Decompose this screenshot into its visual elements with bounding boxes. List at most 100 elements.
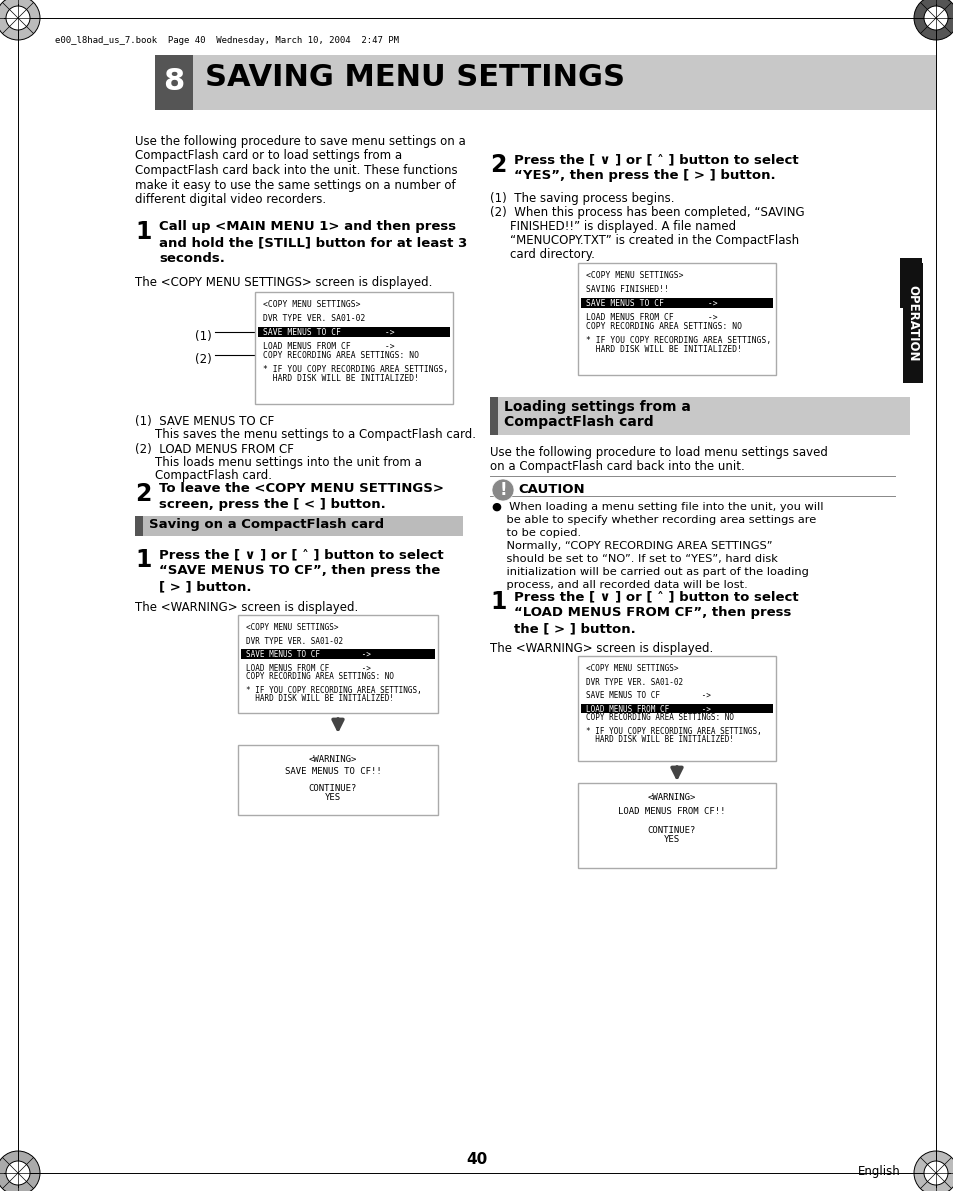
Circle shape [923,1161,947,1185]
Text: DVR TYPE VER. SA01-02: DVR TYPE VER. SA01-02 [263,314,365,323]
Circle shape [923,6,947,30]
Text: SAVE MENUS TO CF         ->: SAVE MENUS TO CF -> [263,329,395,337]
Circle shape [913,0,953,40]
Text: COPY RECORDING AREA SETTINGS: NO: COPY RECORDING AREA SETTINGS: NO [263,351,418,360]
Text: “SAVE MENUS TO CF”, then press the: “SAVE MENUS TO CF”, then press the [159,565,439,576]
Text: SAVE MENUS TO CF         ->: SAVE MENUS TO CF -> [585,691,710,700]
Text: Normally, “COPY RECORDING AREA SETTINGS”: Normally, “COPY RECORDING AREA SETTINGS” [492,541,772,551]
Text: and hold the [STILL] button for at least 3: and hold the [STILL] button for at least… [159,236,467,249]
Text: Loading settings from a: Loading settings from a [503,400,690,414]
Text: LOAD MENUS FROM CF       ->: LOAD MENUS FROM CF -> [585,313,717,323]
Circle shape [6,1161,30,1185]
Text: be able to specify whether recording area settings are: be able to specify whether recording are… [492,515,816,525]
Text: (1)  The saving process begins.: (1) The saving process begins. [490,192,674,205]
Text: CONTINUE?: CONTINUE? [309,784,356,793]
Text: The <WARNING> screen is displayed.: The <WARNING> screen is displayed. [135,601,358,615]
Bar [257,328,450,337]
Text: Press the [ ∨ ] or [ ˄ ] button to select: Press the [ ∨ ] or [ ˄ ] button to selec… [514,152,798,166]
Text: <COPY MENU SETTINGS>: <COPY MENU SETTINGS> [246,623,338,632]
Bar [241,649,435,659]
Text: YES: YES [325,792,341,802]
Text: “LOAD MENUS FROM CF”, then press: “LOAD MENUS FROM CF”, then press [514,606,791,619]
Text: Press the [ ∨ ] or [ ˄ ] button to select: Press the [ ∨ ] or [ ˄ ] button to selec… [514,590,798,603]
Text: !: ! [498,481,506,499]
Bar [237,746,437,815]
Text: DVR TYPE VER. SA01-02: DVR TYPE VER. SA01-02 [246,637,343,646]
Circle shape [492,479,514,501]
Bar [580,704,772,713]
Text: HARD DISK WILL BE INITIALIZED!: HARD DISK WILL BE INITIALIZED! [585,735,733,744]
Bar [135,516,143,536]
Text: CompactFlash card: CompactFlash card [503,414,653,429]
Text: the [ > ] button.: the [ > ] button. [514,622,635,635]
Bar [578,263,775,375]
Circle shape [0,1151,40,1191]
Text: This saves the menu settings to a CompactFlash card.: This saves the menu settings to a Compac… [154,428,476,441]
Text: make it easy to use the same settings on a number of: make it easy to use the same settings on… [135,179,456,192]
Text: SAVE MENUS TO CF         ->: SAVE MENUS TO CF -> [246,650,371,659]
Text: Call up <MAIN MENU 1> and then press: Call up <MAIN MENU 1> and then press [159,220,456,233]
Text: DVR TYPE VER. SA01-02: DVR TYPE VER. SA01-02 [585,678,682,686]
Bar [490,397,909,435]
Text: Saving on a CompactFlash card: Saving on a CompactFlash card [149,518,384,531]
Text: LOAD MENUS FROM CF!!: LOAD MENUS FROM CF!! [618,807,725,816]
Text: process, and all recorded data will be lost.: process, and all recorded data will be l… [492,580,747,590]
Text: The <WARNING> screen is displayed.: The <WARNING> screen is displayed. [490,642,713,655]
Text: SAVE MENUS TO CF!!: SAVE MENUS TO CF!! [284,767,381,777]
Text: 8: 8 [163,68,185,96]
Text: LOAD MENUS FROM CF       ->: LOAD MENUS FROM CF -> [585,705,710,713]
Circle shape [6,6,30,30]
Text: 1: 1 [490,590,506,615]
Text: CompactFlash card or to load settings from a: CompactFlash card or to load settings fr… [135,150,402,162]
Bar [490,397,497,435]
Text: COPY RECORDING AREA SETTINGS: NO: COPY RECORDING AREA SETTINGS: NO [585,322,741,331]
Text: Use the following procedure to save menu settings on a: Use the following procedure to save menu… [135,135,465,148]
Text: 1: 1 [135,220,152,244]
Text: 2: 2 [490,152,506,177]
Circle shape [0,1151,40,1191]
Text: HARD DISK WILL BE INITIALIZED!: HARD DISK WILL BE INITIALIZED! [263,374,418,384]
Text: OPERATION: OPERATION [905,285,919,361]
Text: YES: YES [663,835,679,844]
Text: * IF YOU COPY RECORDING AREA SETTINGS,: * IF YOU COPY RECORDING AREA SETTINGS, [585,727,760,736]
Text: different digital video recorders.: different digital video recorders. [135,193,326,206]
Bar [578,656,775,761]
Text: <WARNING>: <WARNING> [309,755,356,763]
Text: HARD DISK WILL BE INITIALIZED!: HARD DISK WILL BE INITIALIZED! [585,345,741,354]
Text: (2)  When this process has been completed, “SAVING: (2) When this process has been completed… [490,206,803,219]
Bar [154,55,193,110]
Text: COPY RECORDING AREA SETTINGS: NO: COPY RECORDING AREA SETTINGS: NO [585,713,733,722]
Text: (1)  SAVE MENUS TO CF: (1) SAVE MENUS TO CF [135,414,274,428]
Text: FINISHED!!” is displayed. A file named: FINISHED!!” is displayed. A file named [510,220,736,233]
Text: SAVE MENUS TO CF         ->: SAVE MENUS TO CF -> [585,299,717,308]
Text: “YES”, then press the [ > ] button.: “YES”, then press the [ > ] button. [514,169,775,182]
Text: e00_l8had_us_7.book  Page 40  Wednesday, March 10, 2004  2:47 PM: e00_l8had_us_7.book Page 40 Wednesday, M… [55,36,398,45]
Text: SAVING MENU SETTINGS: SAVING MENU SETTINGS [205,63,624,92]
Text: CONTINUE?: CONTINUE? [647,827,696,835]
Text: screen, press the [ < ] button.: screen, press the [ < ] button. [159,498,385,511]
Text: LOAD MENUS FROM CF       ->: LOAD MENUS FROM CF -> [263,342,395,351]
Text: The <COPY MENU SETTINGS> screen is displayed.: The <COPY MENU SETTINGS> screen is displ… [135,276,432,289]
Bar [902,263,923,384]
Text: HARD DISK WILL BE INITIALIZED!: HARD DISK WILL BE INITIALIZED! [246,694,394,704]
Text: English: English [857,1165,900,1178]
Text: LOAD MENUS FROM CF       ->: LOAD MENUS FROM CF -> [246,663,371,673]
Text: This loads menu settings into the unit from a: This loads menu settings into the unit f… [154,456,421,469]
Text: To leave the <COPY MENU SETTINGS>: To leave the <COPY MENU SETTINGS> [159,482,443,495]
Text: seconds.: seconds. [159,252,225,266]
Text: Press the [ ∨ ] or [ ˄ ] button to select: Press the [ ∨ ] or [ ˄ ] button to selec… [159,548,443,561]
Text: 40: 40 [466,1153,487,1167]
Bar [154,55,935,110]
Bar [237,615,437,713]
Text: <COPY MENU SETTINGS>: <COPY MENU SETTINGS> [263,300,360,308]
Text: <COPY MENU SETTINGS>: <COPY MENU SETTINGS> [585,665,678,673]
Circle shape [913,1151,953,1191]
Bar [135,516,462,536]
Text: card directory.: card directory. [510,248,595,261]
Text: [ > ] button.: [ > ] button. [159,580,252,593]
Bar [580,298,772,308]
Text: on a CompactFlash card back into the unit.: on a CompactFlash card back into the uni… [490,460,744,473]
Text: (2)  LOAD MENUS FROM CF: (2) LOAD MENUS FROM CF [135,443,294,456]
Text: (1): (1) [194,330,212,343]
Text: CompactFlash card back into the unit. These functions: CompactFlash card back into the unit. Th… [135,164,457,177]
